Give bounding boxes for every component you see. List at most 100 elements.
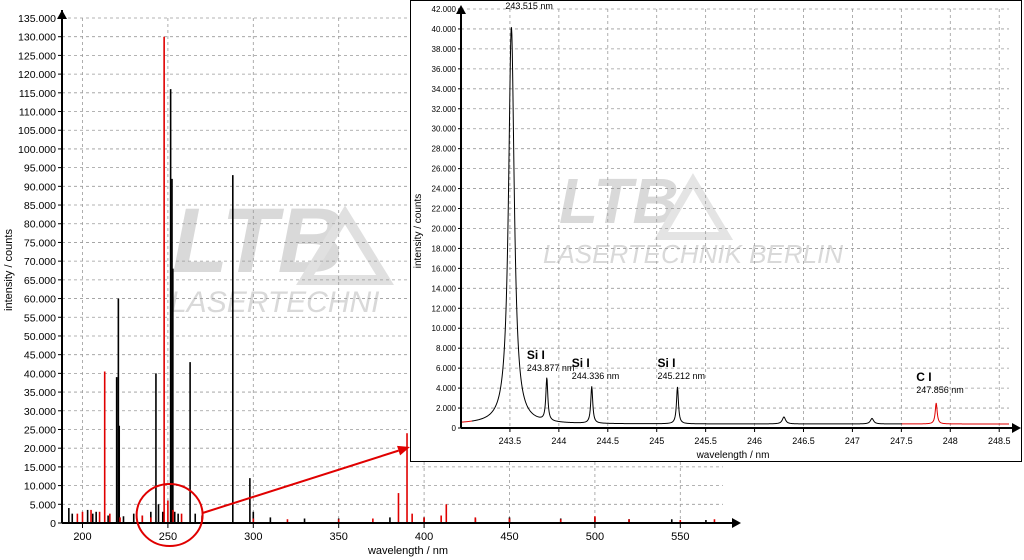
peak-element-label: Si I: [572, 356, 590, 370]
detail-x-tick-label: 246: [747, 436, 762, 446]
detail-x-tick-label: 244.5: [597, 436, 620, 446]
detail-y-tick-label: 0: [452, 424, 457, 433]
highlight-circle: [135, 483, 204, 547]
peak-element-label: Si I: [657, 356, 675, 370]
overview-y-tick-label: 75.000: [24, 237, 56, 249]
detail-series-red-right: [901, 402, 1010, 425]
overview-x-tick-label: 500: [586, 531, 604, 543]
overview-y-tick-label: 90.000: [24, 181, 56, 193]
overview-x-tick-label: 550: [671, 531, 689, 543]
detail-x-tick-label: 248.5: [988, 436, 1011, 446]
detail-y-tick-label: 22.000: [432, 205, 457, 214]
overview-x-tick-label: 250: [159, 531, 177, 543]
overview-y-tick-label: 20.000: [24, 443, 56, 455]
overview-series: [68, 36, 716, 523]
watermark-subtitle: LASERTECHNI: [170, 286, 380, 319]
detail-y-tick-label: 18.000: [432, 244, 457, 253]
detail-y-tick-label: 38.000: [432, 45, 457, 54]
detail-x-tick-label: 243.5: [499, 436, 522, 446]
detail-x-tick-label: 248: [943, 436, 958, 446]
overview-y-tick-label: 115.000: [19, 88, 56, 100]
detail-y-tick-label: 4.000: [436, 384, 457, 393]
overview-watermark: LTB LASERTECHNI: [170, 190, 394, 319]
overview-x-tick-label: 350: [330, 531, 348, 543]
overview-x-arrow-icon: [732, 518, 741, 528]
overview-y-tick-label: 125.000: [18, 50, 56, 62]
overview-y-tick-label: 0: [50, 518, 56, 530]
overview-y-tick-label: 10.000: [24, 481, 56, 493]
overview-ticks: 0 5.000 10.000 15.000 20.000 25.000 30.000 35.0…: [18, 13, 689, 543]
overview-axes: [57, 10, 741, 528]
peak-wavelength-label: 245.212 nm: [657, 371, 705, 381]
detail-ticks: 0 2.000 4.000 6.000 8.000 10.000 12.000 14.000 1…: [432, 5, 1011, 446]
detail-y-tick-label: 8.000: [436, 344, 457, 353]
detail-x-tick-label: 246.5: [792, 436, 815, 446]
overview-y-tick-label: 30.000: [24, 406, 56, 418]
detail-inset-panel: LTB LASERTECHNIK BERLIN 0 2.000 4.000 6.000…: [410, 0, 1022, 462]
detail-y-tick-label: 26.000: [432, 165, 457, 174]
inset-watermark-logo: LTB: [559, 165, 679, 237]
overview-y-tick-label: 105.000: [18, 125, 56, 137]
peak-wavelength-label: 244.336 nm: [572, 371, 620, 381]
detail-y-tick-label: 24.000: [432, 185, 457, 194]
overview-y-tick-label: 100.000: [18, 144, 56, 156]
overview-y-tick-label: 50.000: [24, 331, 56, 343]
detail-x-arrow-icon: [1012, 423, 1021, 433]
overview-y-tick-label: 70.000: [24, 256, 56, 268]
detail-y-tick-label: 6.000: [436, 364, 457, 373]
detail-y-tick-label: 40.000: [432, 25, 457, 34]
overview-y-tick-label: 45.000: [24, 350, 56, 362]
inset-watermark-subtitle: LASERTECHNIK BERLIN: [543, 239, 843, 269]
detail-y-tick-label: 34.000: [432, 85, 457, 94]
overview-y-tick-label: 110.000: [19, 107, 56, 119]
detail-watermark: LTB LASERTECHNIK BERLIN: [543, 165, 843, 269]
overview-y-tick-label: 35.000: [24, 387, 56, 399]
overview-y-tick-label: 120.000: [18, 69, 56, 81]
overview-y-tick-label: 95.000: [24, 163, 56, 175]
overview-y-arrow-icon: [57, 10, 67, 19]
peak-wavelength-label: 243.877 nm: [527, 363, 575, 373]
overview-x-axis-label: wavelength / nm: [367, 545, 448, 557]
overview-y-tick-label: 25.000: [24, 424, 56, 436]
detail-x-tick-label: 247: [845, 436, 860, 446]
detail-x-tick-label: 245.5: [694, 436, 717, 446]
detail-x-tick-label: 244: [551, 436, 566, 446]
overview-y-tick-label: 15.000: [24, 462, 56, 474]
peak-wavelength-label: 247.856 nm: [916, 385, 964, 395]
overview-y-tick-label: 85.000: [24, 200, 56, 212]
detail-y-tick-label: 20.000: [432, 224, 457, 233]
peak-element-label: Si I: [527, 348, 545, 362]
detail-series: [460, 27, 1010, 425]
detail-grid: [461, 8, 1009, 428]
overview-x-tick-label: 200: [73, 531, 91, 543]
detail-y-axis-label: intensity / counts: [413, 194, 424, 268]
overview-x-tick-label: 300: [244, 531, 262, 543]
detail-y-tick-label: 14.000: [432, 284, 457, 293]
peak-element-label: C I: [916, 370, 931, 384]
detail-x-tick-label: 245: [649, 436, 664, 446]
overview-y-axis-label: intensity / counts: [3, 229, 15, 311]
detail-x-tick-label: 247.5: [890, 436, 913, 446]
detail-spectrum-chart: LTB LASERTECHNIK BERLIN 0 2.000 4.000 6.000…: [413, 1, 1021, 461]
overview-y-tick-label: 65.000: [24, 275, 56, 287]
detail-y-tick-label: 32.000: [432, 105, 457, 114]
detail-y-tick-label: 16.000: [432, 264, 457, 273]
overview-y-tick-label: 80.000: [24, 219, 56, 231]
detail-y-tick-label: 42.000: [432, 5, 457, 14]
overview-spectrum-chart: LTB LASERTECHNI 0 5.000 10.000 15.000 20.000…: [3, 10, 741, 557]
detail-y-tick-label: 36.000: [432, 65, 457, 74]
overview-series-black: [68, 89, 707, 523]
overview-x-tick-label: 450: [500, 531, 518, 543]
peak-wavelength-label: 243.515 nm: [505, 1, 553, 11]
overview-y-tick-label: 60.000: [24, 294, 56, 306]
overview-y-tick-label: 135.000: [18, 13, 56, 25]
detail-y-tick-label: 28.000: [432, 145, 457, 154]
overview-y-tick-label: 5.000: [30, 499, 56, 511]
overview-y-tick-label: 130.000: [18, 32, 56, 44]
overview-y-tick-label: 55.000: [24, 312, 56, 324]
detail-x-axis-label: wavelength / nm: [696, 450, 770, 461]
detail-series-black: [471, 27, 903, 425]
detail-y-tick-label: 10.000: [432, 324, 457, 333]
detail-y-tick-label: 2.000: [436, 404, 457, 413]
